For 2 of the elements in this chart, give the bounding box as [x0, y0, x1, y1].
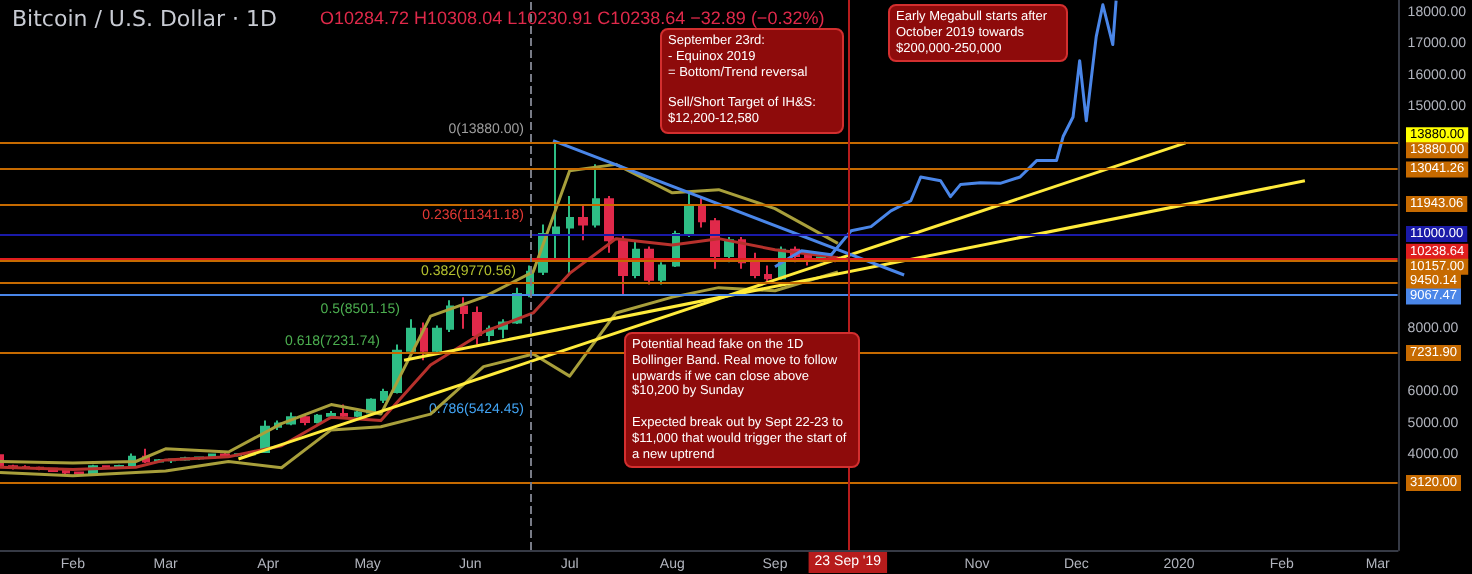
text: O10284.72 H10308.04 L10230.91 C10238.64 −32.89 (−0.32%)	[320, 8, 825, 28]
chart-title: Bitcoin / U.S. Dollar · 1D	[12, 6, 277, 32]
